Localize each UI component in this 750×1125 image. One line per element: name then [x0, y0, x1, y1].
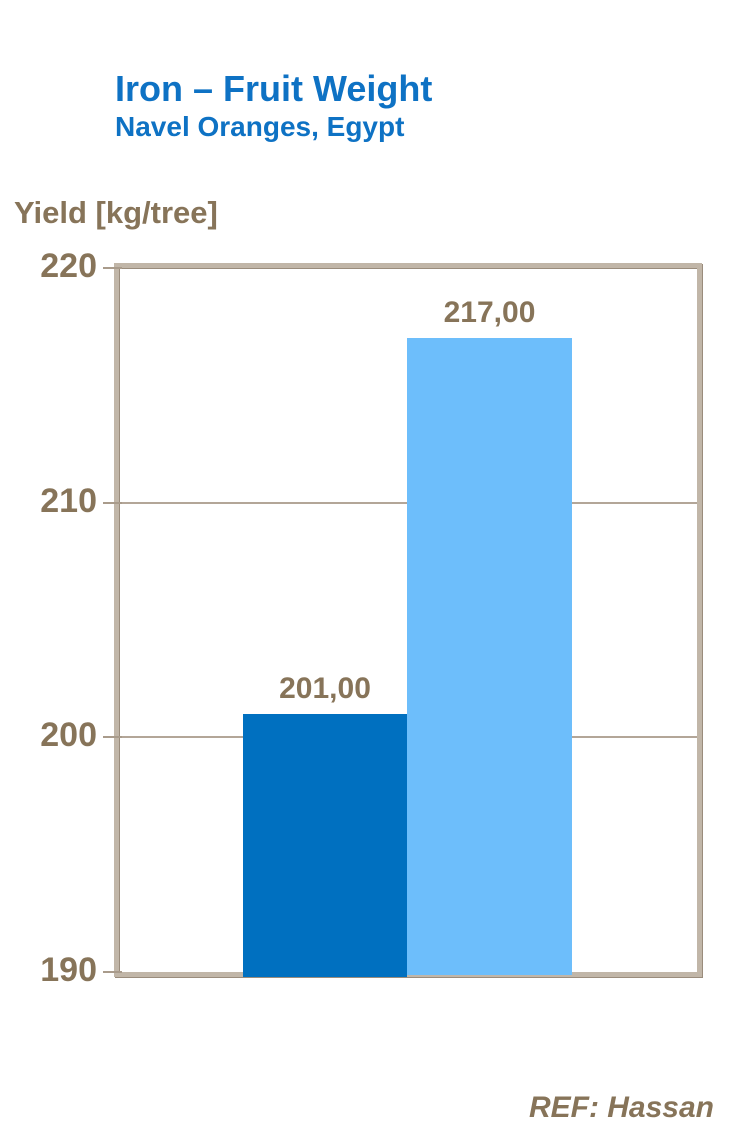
bar-1 [243, 713, 407, 977]
y-tick-mark [103, 971, 122, 973]
chart-title: Iron – Fruit Weight [115, 68, 433, 109]
y-tick-mark [103, 736, 122, 739]
bar-value-label: 201,00 [279, 671, 371, 705]
chart-subtitle: Navel Oranges, Egypt [115, 111, 405, 142]
y-tick-mark [103, 501, 122, 504]
y-tick-label: 200 [40, 716, 97, 755]
bar-value-label: 217,00 [443, 296, 536, 330]
y-tick-label: 190 [40, 950, 97, 989]
reference-text: REF: Hassan [528, 1091, 714, 1124]
y-axis-title: Yield [kg/tree] [14, 195, 218, 230]
bar-2 [407, 338, 572, 975]
y-tick-label: 210 [40, 481, 97, 520]
plot-area: 201,00 217,00 [114, 263, 702, 977]
y-tick-mark [103, 267, 122, 269]
y-tick-label: 220 [40, 246, 97, 285]
